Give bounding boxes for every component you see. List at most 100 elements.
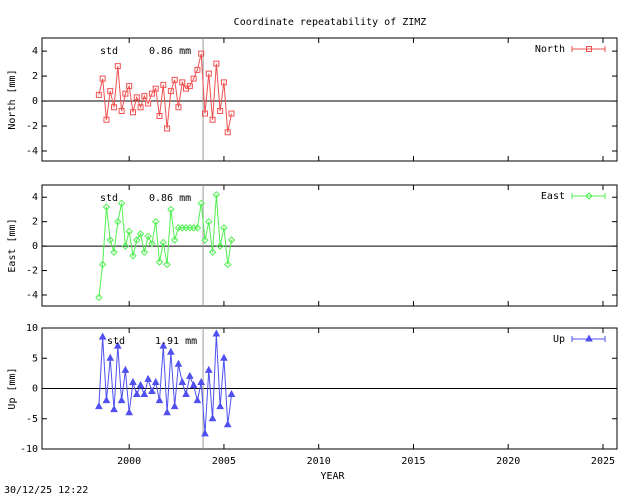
data-point xyxy=(107,88,114,95)
data-point xyxy=(182,390,190,398)
data-point xyxy=(144,232,152,241)
legend-label: Up xyxy=(553,334,565,345)
data-point xyxy=(189,380,198,388)
data-point xyxy=(179,79,186,86)
x-axis-label: YEAR xyxy=(320,471,345,482)
data-point xyxy=(152,217,160,226)
data-point xyxy=(220,79,227,86)
data-point xyxy=(114,217,122,226)
plot-frame xyxy=(41,184,618,307)
y-tick-label: 2 xyxy=(32,217,38,228)
data-point xyxy=(95,91,102,98)
data-point xyxy=(190,75,197,82)
y-tick-label: 4 xyxy=(32,192,38,203)
data-point xyxy=(125,227,133,236)
data-point xyxy=(197,199,205,208)
data-point xyxy=(137,104,144,111)
y-tick-label: -2 xyxy=(26,121,38,132)
data-point xyxy=(212,191,221,199)
y-tick-label: -2 xyxy=(26,266,38,277)
data-point xyxy=(205,70,212,77)
data-point xyxy=(227,236,236,244)
data-point xyxy=(106,236,114,244)
data-point xyxy=(216,242,224,250)
data-point xyxy=(129,377,137,385)
data-point xyxy=(170,236,179,244)
std-value: 0.86 mm xyxy=(149,46,191,57)
data-point xyxy=(156,113,163,120)
data-point xyxy=(220,224,228,232)
x-tick-label: 2005 xyxy=(212,456,236,467)
data-point xyxy=(117,199,126,208)
data-point xyxy=(122,90,129,97)
data-point xyxy=(140,390,149,398)
data-point xyxy=(141,93,148,100)
data-point xyxy=(159,341,168,349)
data-point xyxy=(208,248,217,256)
data-point xyxy=(174,359,183,367)
data-point xyxy=(145,100,152,107)
data-point xyxy=(164,125,171,132)
data-point xyxy=(98,260,107,269)
data-point xyxy=(136,380,145,388)
x-tick-label: 2020 xyxy=(496,456,520,467)
data-point xyxy=(110,405,118,413)
data-point xyxy=(185,371,194,379)
data-point xyxy=(217,108,224,115)
data-point xyxy=(171,76,178,83)
data-line xyxy=(98,334,233,434)
data-point xyxy=(121,242,130,250)
data-point xyxy=(223,420,232,428)
data-point xyxy=(193,396,202,404)
data-point xyxy=(113,341,122,349)
x-tick-label: 2015 xyxy=(401,456,425,467)
y-tick-label: 0 xyxy=(32,96,38,107)
data-point xyxy=(152,85,159,92)
data-point xyxy=(209,116,216,123)
data-point xyxy=(212,329,221,337)
data-point xyxy=(201,110,208,117)
data-point xyxy=(103,116,110,123)
data-point xyxy=(129,109,136,116)
y-tick-label: -4 xyxy=(26,146,38,157)
data-point xyxy=(99,75,106,82)
y-tick-label: 0 xyxy=(32,241,38,252)
y-tick-label: 5 xyxy=(32,353,38,364)
std-value: 0.86 mm xyxy=(149,193,191,204)
x-tick-label: 2010 xyxy=(307,456,331,467)
data-point xyxy=(126,83,133,90)
data-point xyxy=(136,230,145,238)
data-point xyxy=(144,374,152,382)
data-point xyxy=(201,236,209,244)
legend-marker xyxy=(585,192,593,200)
chart-title: Coordinate repeatability of ZIMZ xyxy=(234,17,427,28)
data-point xyxy=(167,347,175,355)
data-point xyxy=(132,390,141,398)
data-point xyxy=(213,60,220,67)
data-point xyxy=(95,293,103,302)
y-tick-label: -10 xyxy=(20,444,38,455)
y-tick-label: 4 xyxy=(32,46,38,57)
data-point xyxy=(129,252,137,260)
legend-label: North xyxy=(535,44,565,55)
data-point xyxy=(186,83,193,90)
data-point xyxy=(163,408,171,416)
data-point xyxy=(198,50,205,57)
data-point xyxy=(167,88,174,95)
plot-frame xyxy=(41,37,618,162)
data-point xyxy=(224,260,232,269)
data-point xyxy=(175,104,182,111)
y-tick-label: 0 xyxy=(32,384,38,395)
data-point xyxy=(133,94,140,101)
y-tick-label: -5 xyxy=(26,414,38,425)
y-axis-label: North [mm] xyxy=(7,69,18,129)
data-point xyxy=(194,66,201,73)
x-tick-label: 2000 xyxy=(117,456,141,467)
y-axis-label: East [mm] xyxy=(7,218,18,272)
data-point xyxy=(114,63,121,70)
data-point xyxy=(110,248,118,256)
data-point xyxy=(227,390,236,398)
data-point xyxy=(121,365,130,373)
data-point xyxy=(167,205,175,214)
